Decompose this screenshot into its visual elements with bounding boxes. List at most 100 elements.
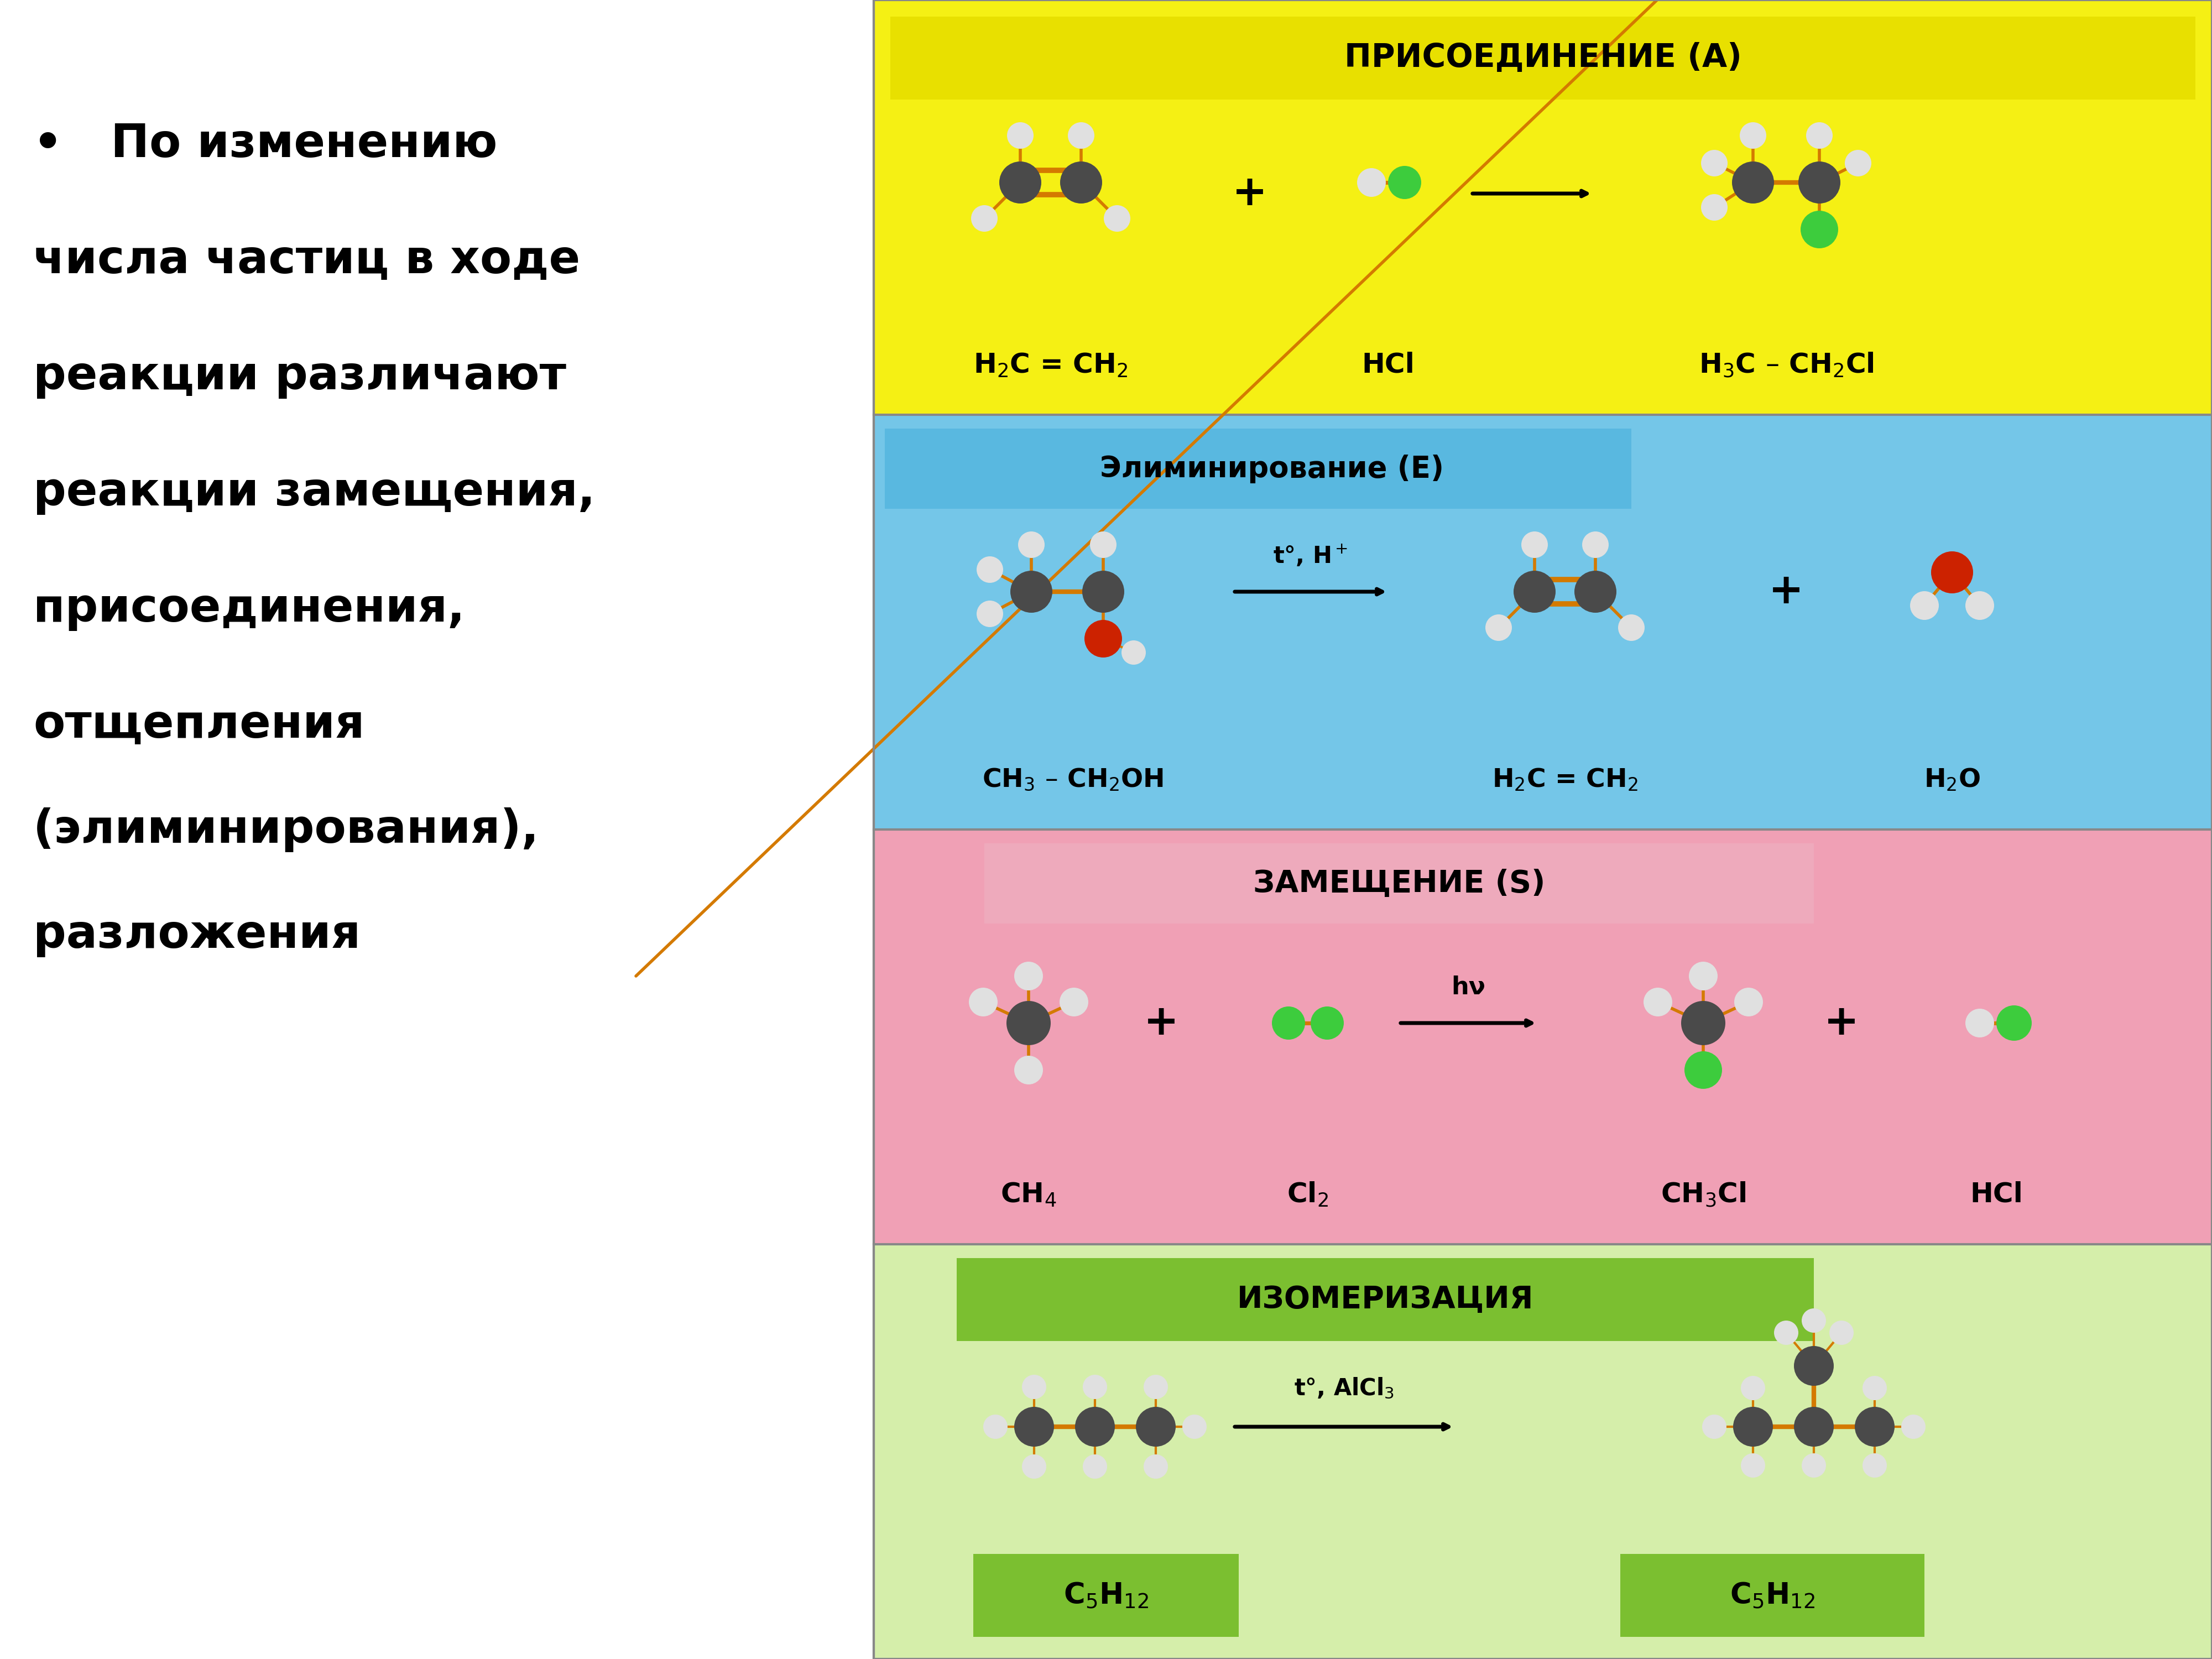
Circle shape xyxy=(1902,1415,1924,1438)
Circle shape xyxy=(1137,1407,1177,1447)
Circle shape xyxy=(969,987,998,1017)
Circle shape xyxy=(1732,161,1774,204)
Circle shape xyxy=(1310,1007,1345,1040)
Circle shape xyxy=(1272,1007,1305,1040)
Text: +: + xyxy=(1232,173,1267,214)
Circle shape xyxy=(971,206,998,232)
Circle shape xyxy=(1845,149,1871,176)
Bar xyxy=(874,1244,2212,1659)
Circle shape xyxy=(1068,123,1095,149)
Circle shape xyxy=(1018,531,1044,557)
Circle shape xyxy=(1909,591,1938,620)
Circle shape xyxy=(1144,1455,1168,1478)
Text: hν: hν xyxy=(1451,975,1486,999)
Text: CH$_4$: CH$_4$ xyxy=(1000,1181,1057,1208)
Circle shape xyxy=(1794,1407,1834,1447)
Text: (элиминирования),: (элиминирования), xyxy=(33,808,540,853)
Circle shape xyxy=(1739,123,1765,149)
Text: C$_5$H$_{12}$: C$_5$H$_{12}$ xyxy=(1064,1581,1148,1609)
Bar xyxy=(874,0,2212,415)
Text: •   По изменению: • По изменению xyxy=(33,121,498,166)
Circle shape xyxy=(1013,1407,1055,1447)
Circle shape xyxy=(1075,1407,1115,1447)
Circle shape xyxy=(1022,1375,1046,1399)
Text: Cl$_2$: Cl$_2$ xyxy=(1287,1181,1329,1208)
Circle shape xyxy=(1964,591,1993,620)
Circle shape xyxy=(1121,640,1146,665)
Text: ИЗОМЕРИЗАЦИЯ: ИЗОМЕРИЗАЦИЯ xyxy=(1237,1284,1533,1314)
Circle shape xyxy=(978,601,1004,627)
Circle shape xyxy=(1011,571,1053,612)
Circle shape xyxy=(1734,987,1763,1017)
Circle shape xyxy=(1084,620,1121,657)
Circle shape xyxy=(1619,614,1646,640)
Text: +: + xyxy=(1144,1002,1179,1044)
Circle shape xyxy=(1701,194,1728,221)
Text: H$_2$C = CH$_2$: H$_2$C = CH$_2$ xyxy=(1493,766,1637,793)
Circle shape xyxy=(1181,1415,1208,1438)
Text: CH$_3$ – CH$_2$OH: CH$_3$ – CH$_2$OH xyxy=(982,766,1164,793)
Circle shape xyxy=(1829,1321,1854,1345)
Circle shape xyxy=(1798,161,1840,204)
Circle shape xyxy=(1013,962,1044,990)
Bar xyxy=(1619,1554,1924,1637)
Text: +: + xyxy=(1767,571,1803,612)
Circle shape xyxy=(1863,1375,1887,1400)
Circle shape xyxy=(1000,161,1042,204)
Circle shape xyxy=(1060,987,1088,1017)
Circle shape xyxy=(982,1415,1009,1438)
Circle shape xyxy=(1513,571,1555,612)
Circle shape xyxy=(1522,531,1548,557)
Circle shape xyxy=(1013,1055,1044,1085)
Text: +: + xyxy=(1823,1002,1858,1044)
Bar xyxy=(885,428,1632,509)
Bar xyxy=(891,17,2194,100)
Circle shape xyxy=(1144,1375,1168,1399)
Circle shape xyxy=(1690,962,1717,990)
Circle shape xyxy=(1084,1455,1108,1478)
Circle shape xyxy=(1854,1407,1893,1447)
Circle shape xyxy=(1006,1000,1051,1045)
Circle shape xyxy=(1701,1415,1725,1438)
Circle shape xyxy=(1801,211,1838,249)
Text: числа частиц в ходе: числа частиц в ходе xyxy=(33,237,580,282)
Text: CH$_3$Cl: CH$_3$Cl xyxy=(1661,1181,1745,1208)
Text: HCl: HCl xyxy=(1971,1181,2022,1208)
Circle shape xyxy=(1801,1309,1827,1332)
Text: Элиминирование (E): Элиминирование (E) xyxy=(1099,455,1444,483)
Text: t°, H$^+$: t°, H$^+$ xyxy=(1274,544,1347,567)
Circle shape xyxy=(1082,571,1124,612)
Circle shape xyxy=(1575,571,1617,612)
Bar xyxy=(984,843,1814,924)
Text: ЗАМЕЩЕНИЕ (S): ЗАМЕЩЕНИЕ (S) xyxy=(1252,869,1546,899)
Bar xyxy=(973,1554,1239,1637)
Circle shape xyxy=(1801,1453,1827,1478)
Text: реакции замещения,: реакции замещения, xyxy=(33,469,595,514)
Text: HCl: HCl xyxy=(1363,352,1413,378)
Circle shape xyxy=(1022,1455,1046,1478)
Circle shape xyxy=(1358,168,1385,197)
Circle shape xyxy=(1681,1000,1725,1045)
Circle shape xyxy=(1389,166,1420,199)
Bar xyxy=(874,415,2212,830)
Bar xyxy=(874,0,2212,1659)
Circle shape xyxy=(1084,1375,1108,1399)
Circle shape xyxy=(1582,531,1608,557)
Circle shape xyxy=(1701,149,1728,176)
Circle shape xyxy=(1006,123,1033,149)
Text: C$_5$H$_{12}$: C$_5$H$_{12}$ xyxy=(1730,1581,1816,1609)
Text: реакции различают: реакции различают xyxy=(33,353,566,398)
Circle shape xyxy=(978,556,1004,582)
Circle shape xyxy=(1486,614,1513,640)
Text: отщепления: отщепления xyxy=(33,702,365,747)
Circle shape xyxy=(1741,1375,1765,1400)
Circle shape xyxy=(1995,1005,2031,1040)
Circle shape xyxy=(1931,551,1973,594)
Text: разложения: разложения xyxy=(33,912,361,957)
Circle shape xyxy=(1794,1345,1834,1385)
Text: ПРИСОЕДИНЕНИЕ (A): ПРИСОЕДИНЕНИЕ (A) xyxy=(1345,43,1741,73)
Circle shape xyxy=(1091,531,1117,557)
Text: присоединения,: присоединения, xyxy=(33,586,465,630)
Bar xyxy=(874,830,2212,1244)
Circle shape xyxy=(1863,1453,1887,1478)
